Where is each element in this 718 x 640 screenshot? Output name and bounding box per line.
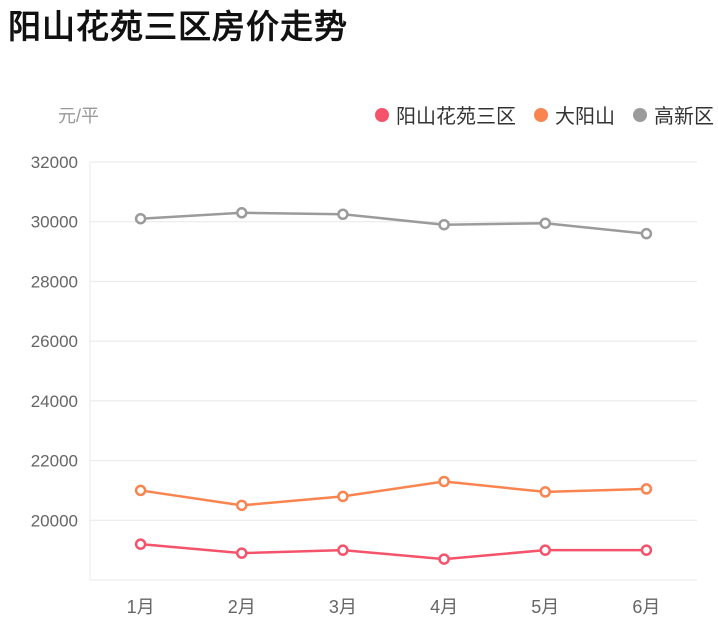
- data-point[interactable]: [337, 490, 349, 503]
- legend-item-2[interactable]: 高新区: [633, 100, 714, 129]
- data-point[interactable]: [236, 207, 248, 219]
- legend-item-label: 大阳山: [555, 106, 615, 128]
- data-point[interactable]: [539, 544, 551, 556]
- y-tick-label: 30000: [31, 213, 78, 232]
- data-point[interactable]: [134, 538, 147, 550]
- y-tick-label: 26000: [31, 332, 78, 351]
- data-point[interactable]: [337, 544, 349, 556]
- data-point[interactable]: [236, 499, 248, 512]
- y-tick-label: 20000: [31, 511, 78, 530]
- legend-item-1[interactable]: 大阳山: [534, 100, 615, 129]
- y-tick-label: 22000: [31, 452, 78, 471]
- legend: 阳山花苑三区 大阳山 高新区: [375, 100, 714, 129]
- data-point[interactable]: [640, 544, 653, 556]
- data-point[interactable]: [134, 212, 147, 225]
- data-point[interactable]: [134, 484, 147, 497]
- data-point[interactable]: [438, 218, 450, 231]
- data-point[interactable]: [539, 217, 551, 229]
- series-line-2: [140, 211, 647, 235]
- legend-dot-icon: [375, 107, 389, 122]
- y-tick-label: 32000: [31, 153, 78, 172]
- legend-dot-icon: [534, 107, 548, 122]
- data-point[interactable]: [438, 553, 450, 565]
- series-line-0: [140, 542, 647, 561]
- y-tick-label: 28000: [31, 272, 78, 291]
- series-line-1: [140, 480, 647, 507]
- legend-item-label: 高新区: [654, 106, 714, 128]
- x-tick-label: 6月: [632, 597, 660, 617]
- data-point[interactable]: [438, 475, 450, 488]
- x-tick-label: 2月: [228, 597, 256, 617]
- x-tick-label: 5月: [531, 597, 559, 617]
- legend-dot-icon: [633, 107, 647, 122]
- x-tick-label: 4月: [430, 597, 458, 617]
- data-point[interactable]: [337, 208, 349, 220]
- y-axis-unit-label: 元/平: [58, 106, 100, 126]
- data-point[interactable]: [640, 483, 653, 495]
- x-tick-label: 1月: [127, 597, 155, 617]
- page-title: 阳山花苑三区房价走势: [8, 8, 348, 45]
- data-point[interactable]: [236, 547, 248, 559]
- legend-item-0[interactable]: 阳山花苑三区: [375, 100, 516, 129]
- legend-item-label: 阳山花苑三区: [396, 106, 516, 128]
- x-tick-label: 3月: [329, 597, 357, 617]
- data-point[interactable]: [539, 486, 551, 498]
- data-point[interactable]: [640, 227, 653, 240]
- y-tick-label: 24000: [31, 392, 78, 411]
